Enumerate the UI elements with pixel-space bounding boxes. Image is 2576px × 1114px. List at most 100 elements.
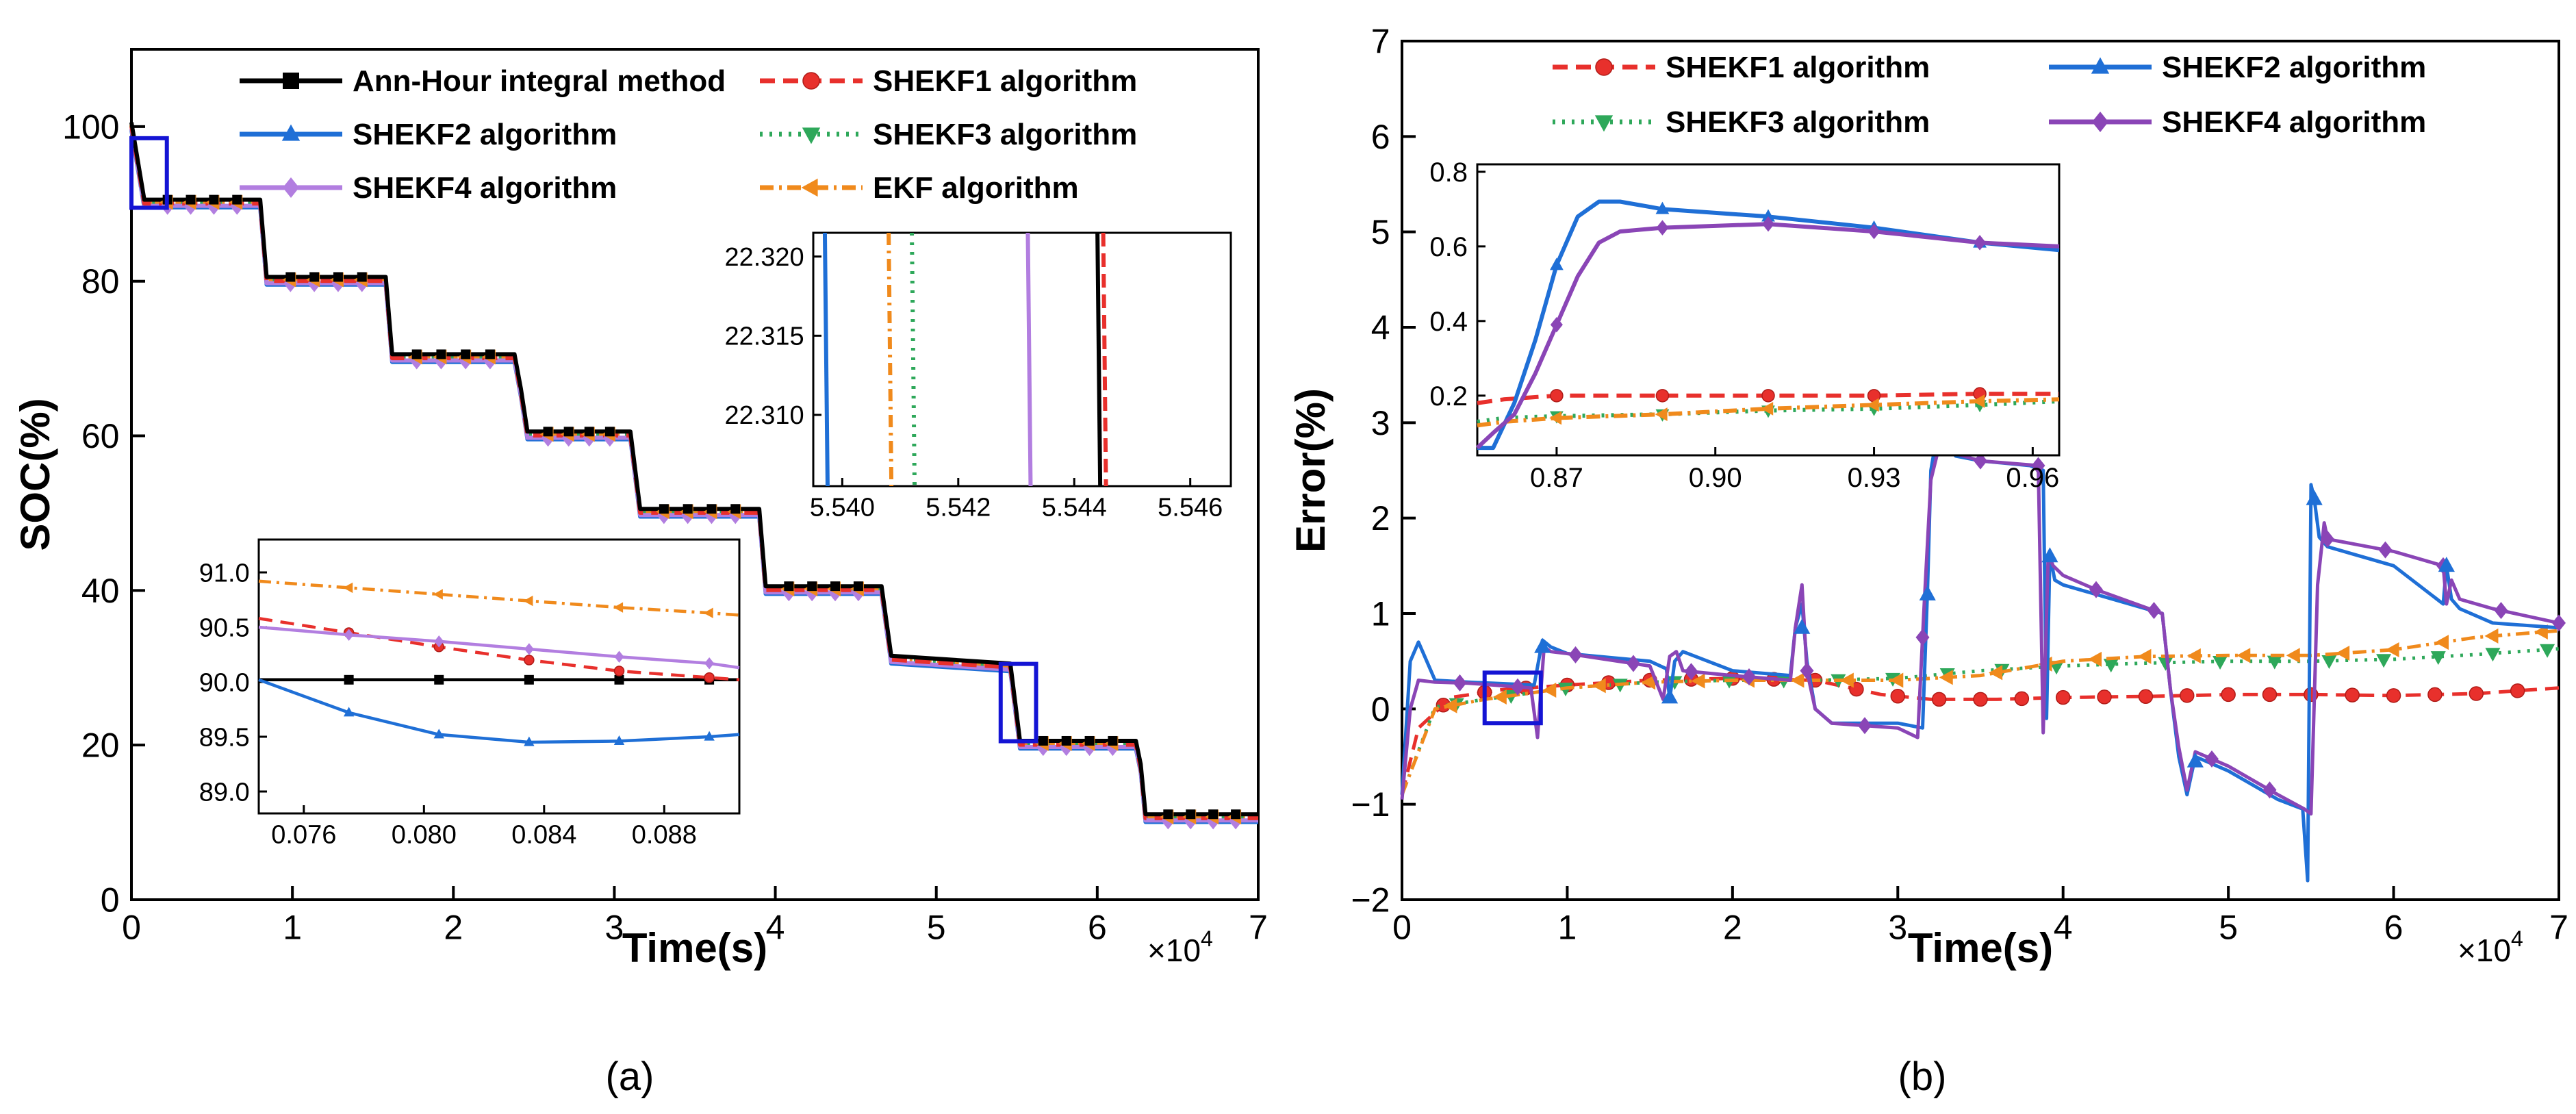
axis-a-xtick-label: 5 (927, 909, 946, 947)
inset-b-marker-shekf1 (1550, 389, 1564, 403)
marker-a-ann (209, 194, 219, 205)
marker-b-shekf4 (1627, 655, 1640, 672)
marker-a-ann (309, 272, 320, 282)
marker-a-ann (1231, 809, 1241, 820)
marker-a-ann (436, 349, 446, 359)
inset-b-frame (1476, 163, 2061, 457)
marker-b-shekf2 (1661, 688, 1679, 704)
marker-b-shekf2 (1919, 585, 1936, 600)
marker-b-shekf3 (2321, 655, 2337, 670)
legend-label-shekf2: SHEKF2 algorithm (2162, 51, 2426, 84)
inset-a2-line-shekf3 (910, 232, 917, 487)
marker-b-ekf (2137, 648, 2152, 664)
inset-a2-xtick-label: 5.544 (1042, 494, 1107, 522)
marker-a-ann (563, 427, 574, 437)
marker-b-shekf2 (2438, 557, 2455, 572)
marker-b-shekf2 (2041, 547, 2058, 563)
marker-b-ekf (2336, 645, 2350, 661)
inset-b-marker-shekf4 (1762, 216, 1774, 232)
marker-a-ann (333, 272, 343, 282)
marker-a-ann (232, 194, 242, 205)
legend-marker-shekf2 (2091, 57, 2110, 74)
series-b-ekf (1400, 629, 2560, 796)
axis-b-ytick-label: 6 (1371, 118, 1390, 156)
legend-marker-shekf3 (1594, 115, 1614, 132)
legend-marker-shekf3 (802, 127, 821, 144)
marker-b-ekf (2186, 648, 2201, 663)
marker-b-ekf (1542, 683, 1557, 698)
axis-a-xtick-label: 0 (122, 909, 141, 947)
marker-b-shekf4 (2262, 781, 2277, 799)
marker-b-ekf (2236, 648, 2251, 663)
marker-b-shekf3 (2158, 657, 2173, 671)
inset-b-marker-ekf (1761, 401, 1774, 416)
series-b-shekf4 (1400, 444, 2560, 816)
axis-b-xtick-label: 7 (2549, 909, 2568, 947)
inset-b-marker-shekf4 (1550, 317, 1563, 333)
series-a-shekf4_light (129, 128, 1258, 823)
axis-a-ytick-label: 80 (81, 262, 120, 301)
y-axis-label-b: Error(%) (1288, 388, 1334, 553)
inset-a2-line-shekf2 (822, 232, 830, 487)
inset-b-marker-ekf (1549, 411, 1562, 425)
marker-b-shekf4 (1800, 662, 1814, 680)
marker-a-ann (461, 349, 471, 359)
inset-b-marker-shekf2 (1655, 201, 1670, 214)
marker-a-ann (1061, 735, 1071, 746)
marker-b-shekf1 (2138, 689, 2154, 704)
marker-b-shekf1 (1931, 692, 1947, 707)
axis-a-ytick-label: 40 (81, 572, 120, 610)
legend-label-shekf1: SHEKF1 algorithm (1666, 51, 1930, 84)
inset-a1-marker-ekf (433, 589, 443, 600)
marker-b-shekf2 (2306, 490, 2323, 505)
legend-label-ekf: EKF algorithm (873, 171, 1079, 205)
inset-a1-marker-ekf (703, 607, 713, 618)
marker-b-shekf4 (1568, 646, 1583, 663)
legend-label-shekf2: SHEKF2 algorithm (353, 118, 617, 151)
marker-b-ekf (1592, 678, 1606, 694)
marker-a-ann (411, 349, 422, 359)
inset-a2-line-ekf (887, 232, 894, 487)
legend-label-shekf1: SHEKF1 algorithm (873, 64, 1137, 98)
marker-b-shekf4 (2494, 602, 2508, 620)
inset-a2-line-shekf4_light (1025, 232, 1033, 487)
marker-b-ekf (1790, 672, 1805, 688)
inset-b-marker-ekf (1972, 394, 1985, 408)
marker-b-ekf (1939, 670, 1953, 685)
marker-b-shekf3 (2103, 659, 2119, 673)
marker-b-shekf1 (2386, 688, 2401, 703)
inset-b-marker-shekf2 (1761, 209, 1775, 222)
marker-a-ann (784, 581, 794, 592)
marker-b-shekf4 (1684, 663, 1698, 681)
axis-b-ytick-label: 2 (1371, 499, 1390, 537)
marker-b-shekf1 (2427, 687, 2443, 702)
inset-a1-marker-ann (524, 674, 534, 685)
marker-b-ekf (2286, 648, 2300, 663)
marker-b-shekf1 (2510, 683, 2525, 698)
inset-a2-bg (813, 233, 1231, 486)
marker-a-ann (853, 581, 863, 592)
inset-a1-marker-shekf4_light (524, 643, 534, 655)
x-axis-label-a: Time(s) (622, 925, 767, 971)
marker-b-ekf (1492, 689, 1507, 705)
x-multiplier-a: ×104 (1147, 926, 1213, 968)
marker-b-shekf3 (2485, 648, 2501, 662)
axis-b-ytick-label: 1 (1371, 595, 1390, 633)
inset-b-xtick-label: 0.87 (1530, 463, 1583, 493)
axis-a-ytick-label: 0 (101, 881, 120, 920)
marker-a-ann (584, 427, 594, 437)
inset-a1-marker-shekf4_light (614, 650, 624, 663)
inset-a1-xtick-label: 0.088 (632, 821, 697, 850)
axis-b-xtick-label: 0 (1392, 909, 1412, 947)
zoom-box-a-2 (998, 661, 1038, 744)
panel-b-caption: (b) (1898, 1054, 1947, 1099)
inset-a1-ytick-label: 90.0 (199, 668, 250, 697)
marker-b-shekf4 (2147, 602, 2161, 620)
inset-a1-marker-shekf1 (704, 672, 715, 683)
inset-a1-ytick-label: 89.5 (199, 723, 250, 752)
axis-b-ytick-label: 4 (1371, 309, 1390, 347)
marker-a-ann (807, 581, 817, 592)
marker-b-ekf (1642, 674, 1656, 690)
legend-marker-ann (283, 73, 299, 89)
